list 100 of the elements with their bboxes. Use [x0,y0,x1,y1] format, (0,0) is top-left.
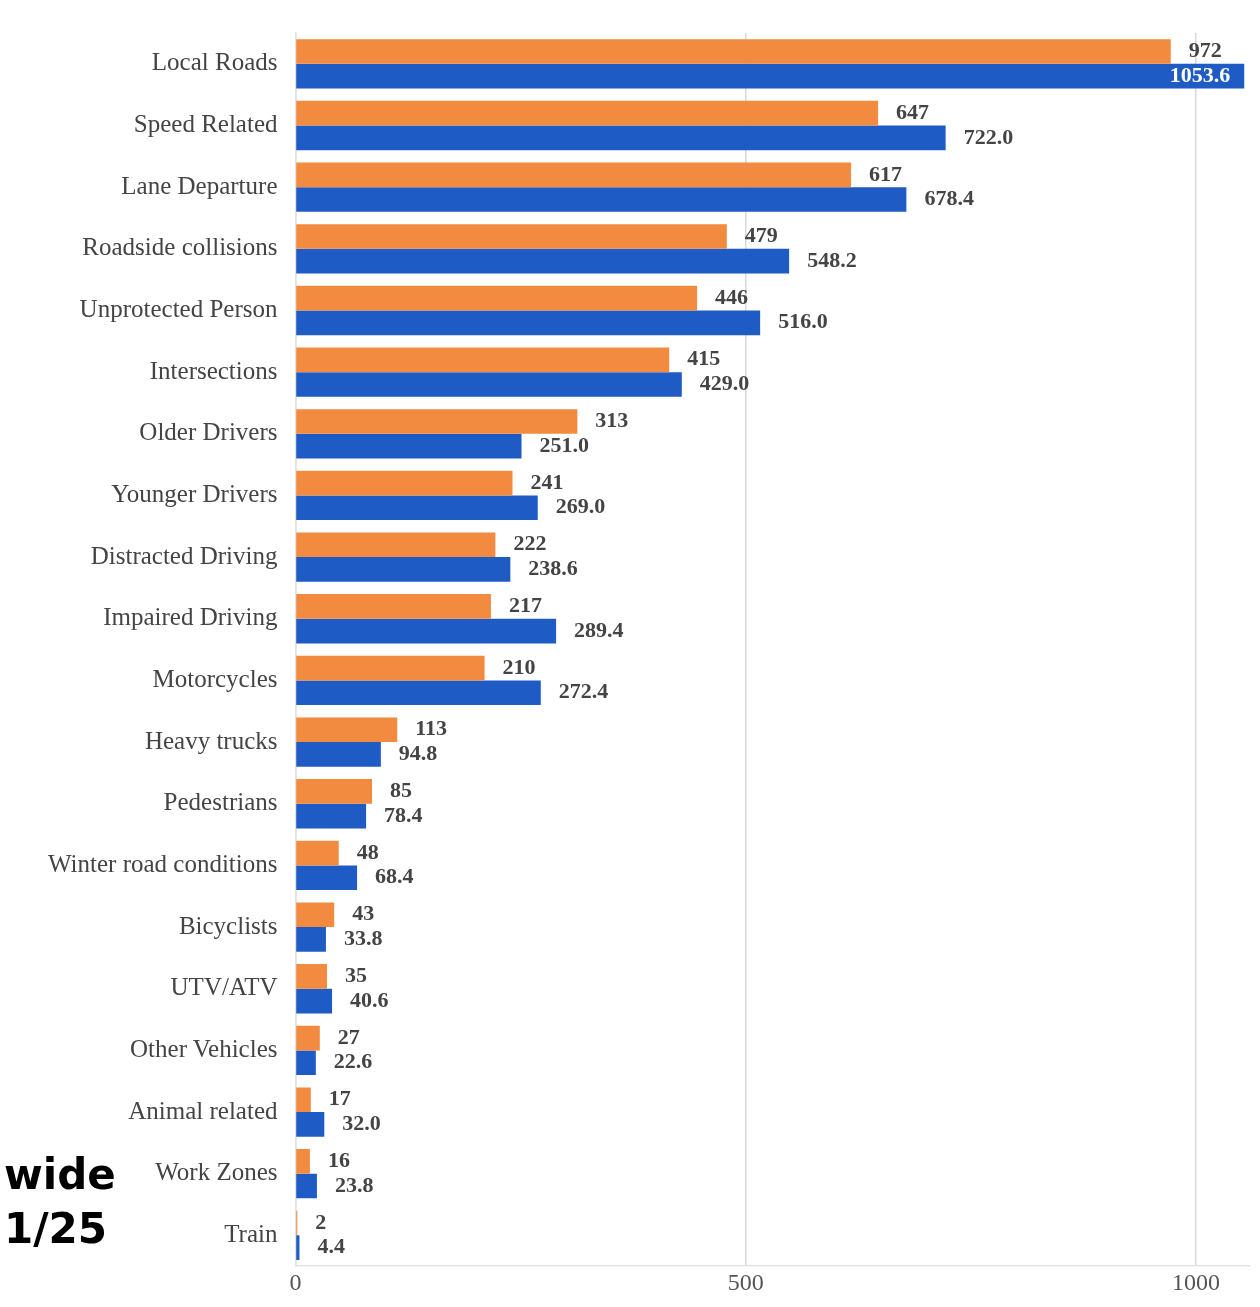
x-tick-label: 0 [289,1268,302,1295]
bar [296,964,328,989]
bar [296,495,538,521]
y-tick-label: Older Drivers [139,418,278,446]
data-label: 32.0 [342,1110,381,1136]
data-label: 446 [715,283,749,309]
data-label: 40.6 [350,986,389,1012]
data-label: 113 [415,715,448,741]
bar [296,803,367,829]
data-label: 27 [337,1023,360,1049]
data-label: 238.6 [528,555,578,581]
bar [296,594,491,619]
data-label: 222 [513,530,547,556]
y-tick-label: Younger Drivers [111,480,278,508]
y-tick-label: Heavy trucks [144,726,278,754]
data-label: 16 [327,1147,350,1173]
bar [296,988,333,1014]
y-tick-label: Impaired Driving [103,603,278,631]
bar [296,470,513,496]
data-label: 415 [687,345,721,371]
data-label: 617 [869,160,903,186]
bar [296,372,682,397]
bar [296,125,946,151]
bar [296,1112,325,1137]
bar [296,865,358,891]
data-label: 22.6 [333,1048,373,1074]
bar [296,1050,316,1076]
y-tick-label: Lane Departure [121,171,278,199]
data-label: 251.0 [539,431,590,457]
bar [296,310,761,336]
bar [296,927,326,952]
data-label: 68.4 [375,863,414,889]
bar [296,717,398,743]
data-label: 23.8 [334,1171,374,1197]
data-label: 647 [896,98,930,124]
bar [296,224,727,249]
bar [296,618,557,644]
bar [296,532,496,558]
bar [296,840,339,866]
bar [296,742,381,767]
y-tick-label: Pedestrians [163,788,278,816]
data-label: 210 [502,653,536,679]
y-tick-label: Work Zones [155,1158,278,1186]
x-tick-label: 1000 [1171,1268,1220,1295]
bar [296,779,373,804]
y-tick-label: Speed Related [133,110,278,138]
bar [296,1087,311,1113]
y-tick-label: Animal related [128,1096,278,1124]
bar [296,187,907,212]
bar [296,63,1245,89]
y-tick-label: Train [224,1219,278,1247]
bar [296,39,1171,64]
data-label: 678.4 [924,185,974,211]
data-label: 429.0 [699,370,750,396]
y-tick-label: Winter road conditions [47,849,278,877]
y-tick-label: Bicyclists [178,911,278,939]
bar [296,655,485,681]
data-label: 48 [356,838,379,864]
data-label: 78.4 [384,801,423,827]
bar [296,1025,320,1051]
data-label: 289.4 [574,616,624,642]
data-label: 516.0 [778,308,828,334]
bar [296,1235,300,1261]
data-label: 272.4 [558,678,609,704]
y-tick-label: Intersections [149,356,278,384]
data-label: 722.0 [963,123,1014,149]
data-label: 241 [530,468,564,494]
data-label: 17 [328,1085,351,1111]
bar [296,248,790,274]
y-tick-label: Unprotected Person [79,295,278,323]
data-label: 4.4 [317,1233,345,1259]
data-label: 2 [315,1208,327,1234]
text: wide [4,1149,116,1201]
data-label: 43 [352,900,375,926]
bar [296,680,541,706]
bar [296,1149,310,1174]
data-label: 35 [345,962,368,988]
bar [296,162,852,188]
y-tick-label: Local Roads [151,48,278,76]
y-tick-label: Roadside collisions [82,233,278,261]
bar [296,902,335,928]
data-label: 479 [744,222,778,248]
y-tick-label: Other Vehicles [130,1034,278,1062]
bar [296,100,879,126]
bar [296,347,670,373]
data-label: 85 [390,777,413,803]
data-label: 548.2 [807,246,857,272]
data-label: 94.8 [398,740,438,766]
data-label: 313 [595,407,629,433]
bar [296,1173,317,1199]
bar [296,433,522,459]
data-label: 1053.6 [1169,61,1231,87]
bar [296,285,698,311]
y-tick-label: UTV/ATV [170,973,278,1001]
data-label: 217 [508,592,542,618]
data-label: 972 [1188,37,1222,63]
bar [296,557,511,582]
y-tick-label: Distracted Driving [90,541,278,569]
y-tick-label: Motorcycles [152,664,278,692]
bar [296,409,578,434]
